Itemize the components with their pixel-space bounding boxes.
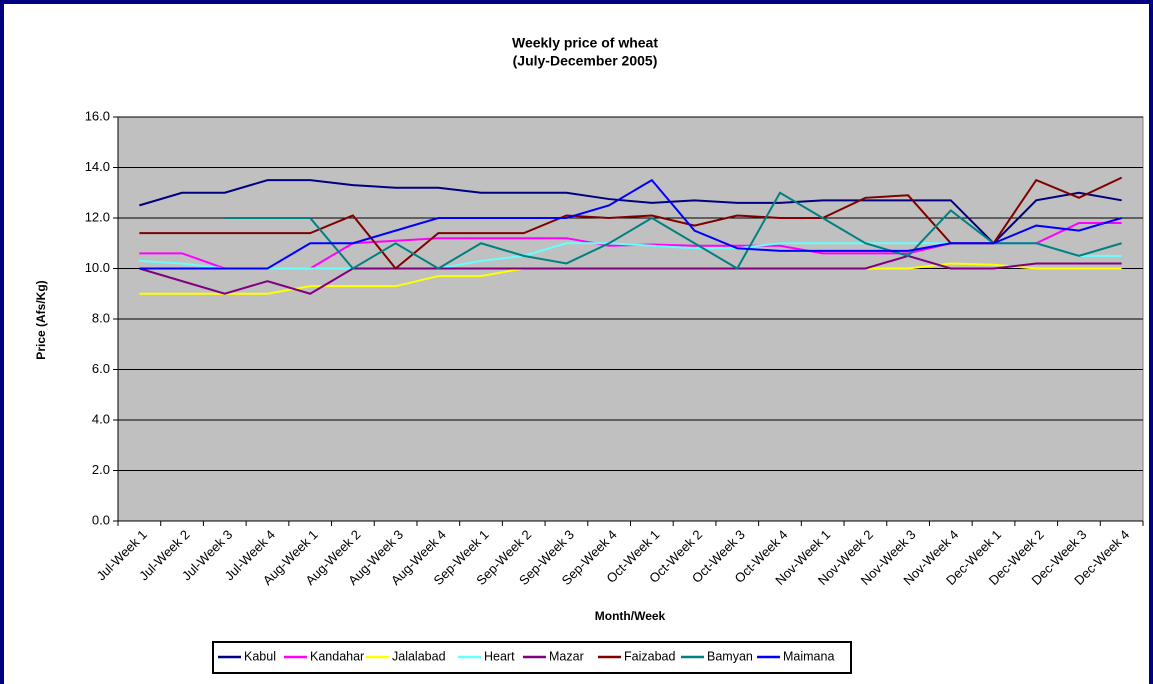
legend-label: Heart [484,649,515,663]
y-tick-label: 4.0 [92,411,110,426]
y-tick-label: 10.0 [85,260,110,275]
y-tick-label: 2.0 [92,462,110,477]
series-line [224,191,1122,270]
y-tick-label: 14.0 [85,159,110,174]
series-line [139,178,1122,270]
y-tick-label: 8.0 [92,310,110,325]
chart-subtitle: (July-December 2005) [513,53,658,69]
legend-label: Kandahar [310,649,364,663]
y-tick-label: 12.0 [85,209,110,224]
y-axis-title: Price (Afs/Kg) [34,280,48,359]
x-axis-title: Month/Week [595,609,666,623]
y-tick-label: 16.0 [85,108,110,123]
y-tick-label: 6.0 [92,361,110,376]
legend: Kabul Kandahar Jalalabad Heart Mazar Faizabad… [218,649,834,663]
legend-label: Kabul [244,649,276,663]
series-line [139,254,1122,295]
y-tick-label: 0.0 [92,512,110,527]
legend-label: Bamyan [707,649,753,663]
legend-label: Faizabad [624,649,675,663]
legend-label: Maimana [783,649,834,663]
series-line [139,179,1122,245]
legend-label: Mazar [549,649,584,663]
legend-label: Jalalabad [392,649,446,663]
chart-title: Weekly price of wheat [512,35,658,51]
